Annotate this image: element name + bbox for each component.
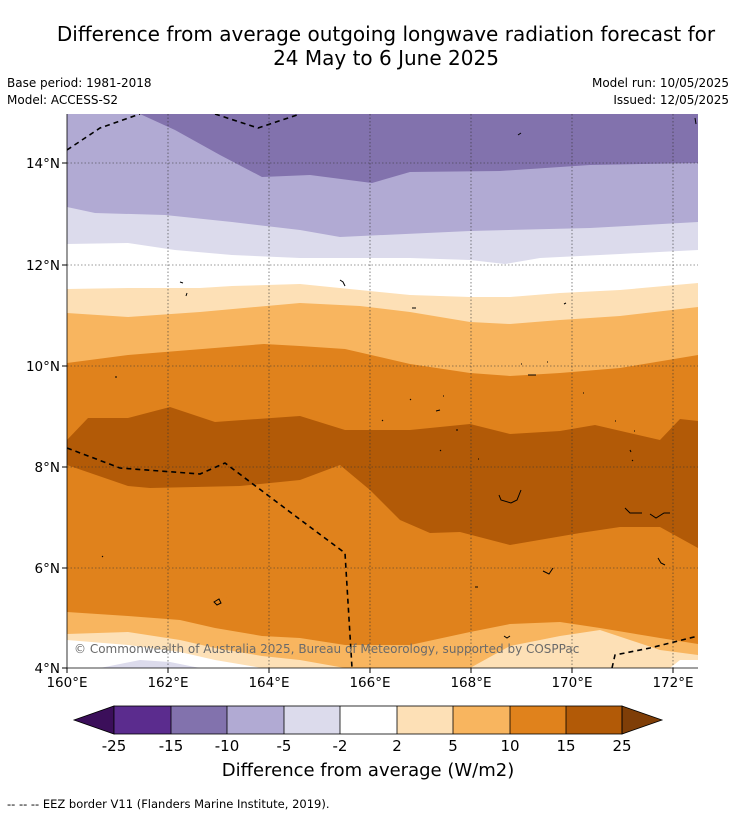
colorbar-tick-label: 5 bbox=[448, 737, 458, 755]
colorbar-swatch bbox=[453, 706, 510, 734]
colorbar-swatch bbox=[340, 706, 397, 734]
colorbar-tick-label: 10 bbox=[500, 737, 519, 755]
colorbar-swatch bbox=[114, 706, 171, 734]
model-name: Model: ACCESS-S2 bbox=[7, 93, 119, 107]
y-tick-label: 12°N bbox=[26, 258, 60, 274]
band-m5-m2-south bbox=[100, 660, 200, 668]
colorbar-tick-label: -2 bbox=[333, 737, 348, 755]
title-line-1: Difference from average outgoing longwav… bbox=[56, 22, 716, 46]
gridlines bbox=[67, 114, 698, 668]
issued-date: Issued: 12/05/2025 bbox=[613, 93, 729, 107]
y-tick-label: 6°N bbox=[35, 561, 60, 577]
x-tick-label: 170°E bbox=[551, 675, 592, 691]
x-tick-label: 164°E bbox=[248, 675, 289, 691]
y-axis: 4°N 6°N 8°N 10°N 12°N 14°N bbox=[26, 114, 68, 677]
x-tick-label: 168°E bbox=[450, 675, 491, 691]
colorbar-tick-label: -10 bbox=[215, 737, 240, 755]
x-tick-label: 166°E bbox=[349, 675, 390, 691]
eez-legend-note: -- -- -- EEZ border V11 (Flanders Marine… bbox=[7, 797, 330, 811]
copyright-notice: © Commonwealth of Australia 2025, Bureau… bbox=[74, 642, 579, 656]
band-m2-2-south bbox=[67, 640, 262, 668]
colorbar-tick-label: -15 bbox=[159, 737, 184, 755]
y-tick-label: 8°N bbox=[35, 460, 60, 476]
x-tick-label: 162°E bbox=[147, 675, 188, 691]
colorbar-extend-high bbox=[621, 705, 664, 735]
colorbar-swatch bbox=[510, 706, 566, 734]
colorbar-swatch bbox=[171, 706, 227, 734]
band-m2-2-southeast bbox=[670, 660, 698, 668]
x-axis: 160°E 162°E 164°E 166°E 168°E 170°E 172°… bbox=[46, 667, 698, 691]
colorbar-tick-label: -5 bbox=[277, 737, 292, 755]
colorbar-title: Difference from average (W/m2) bbox=[221, 760, 515, 781]
chart-title: Difference from average outgoing longwav… bbox=[0, 22, 736, 70]
colorbar-tick-label: 15 bbox=[556, 737, 575, 755]
eez-border-lines bbox=[67, 114, 698, 668]
colorbar-swatch bbox=[284, 706, 340, 734]
meta-left: Base period: 1981-2018 Model: ACCESS-S2 bbox=[7, 75, 152, 109]
meta-right: Model run: 10/05/2025 Issued: 12/05/2025 bbox=[592, 75, 729, 109]
island-outlines bbox=[101, 117, 697, 639]
model-run: Model run: 10/05/2025 bbox=[591, 76, 729, 90]
colorbar-extend-low bbox=[72, 705, 115, 735]
x-tick-label: 172°E bbox=[652, 675, 693, 691]
colorbar-tick-label: 25 bbox=[612, 737, 631, 755]
band-2-5-southeast bbox=[470, 630, 698, 668]
anomaly-field: © Commonwealth of Australia 2025, Bureau… bbox=[67, 114, 698, 668]
colorbar-swatch bbox=[227, 706, 284, 734]
colorbar-tick-label: 2 bbox=[392, 737, 402, 755]
y-tick-label: 14°N bbox=[26, 156, 60, 172]
colorbar: -25 -15 -10 -5 -2 2 5 10 15 25 bbox=[72, 705, 664, 755]
x-tick-label: 160°E bbox=[46, 675, 87, 691]
title-line-2: 24 May to 6 June 2025 bbox=[273, 46, 499, 70]
colorbar-swatch bbox=[397, 706, 453, 734]
base-period: Base period: 1981-2018 bbox=[7, 76, 152, 90]
y-tick-label: 4°N bbox=[35, 661, 60, 677]
band-15-25 bbox=[67, 407, 698, 548]
y-tick-label: 10°N bbox=[26, 359, 60, 375]
band-m15-m10 bbox=[140, 114, 698, 183]
colorbar-tick-label: -25 bbox=[102, 737, 127, 755]
colorbar-swatch bbox=[566, 706, 622, 734]
